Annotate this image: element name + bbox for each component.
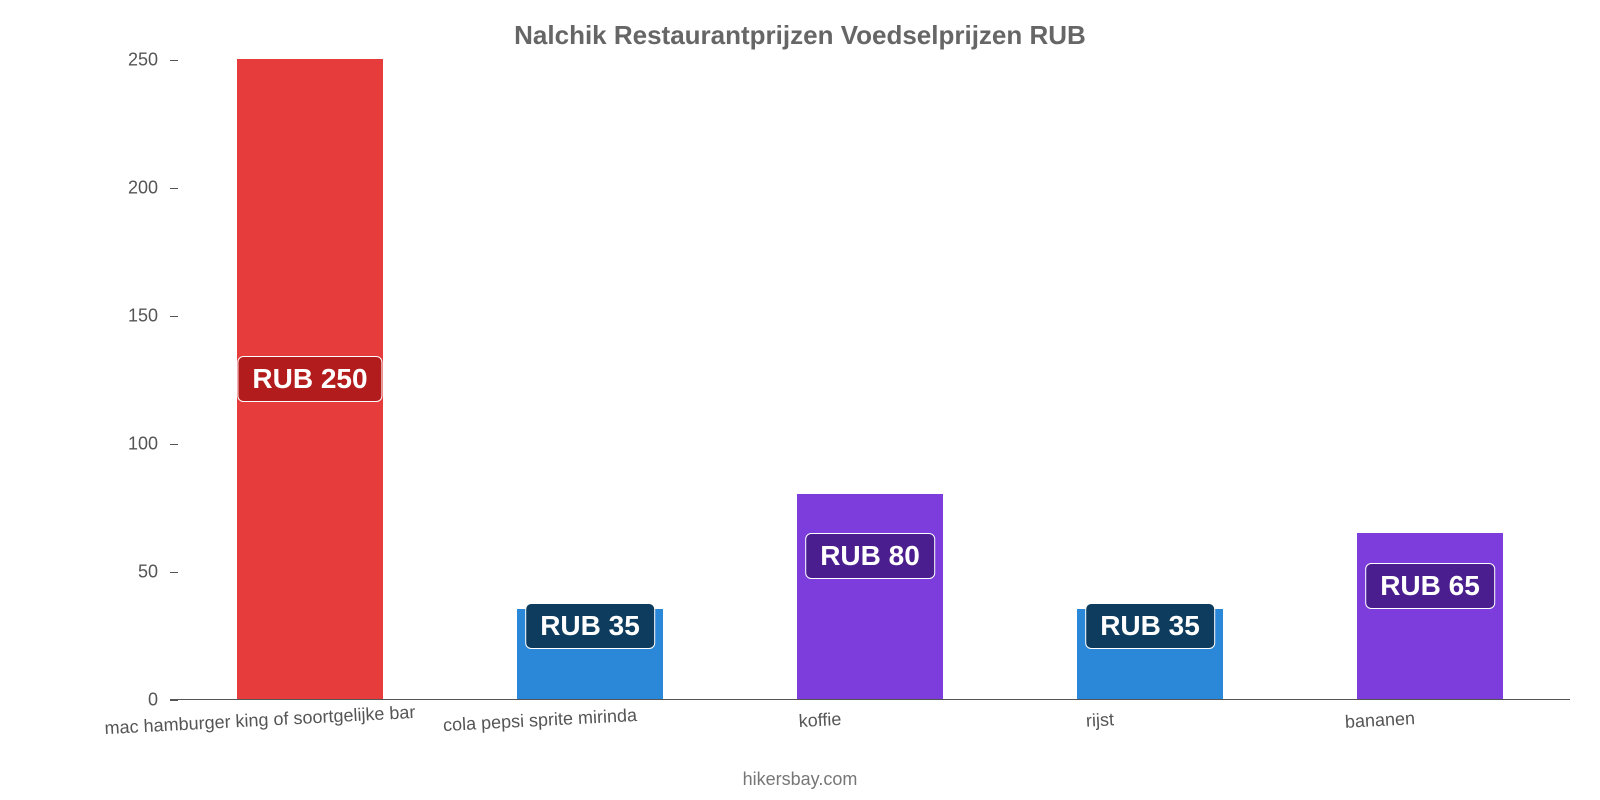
- x-tick-label: rijst: [1085, 709, 1114, 731]
- y-tick-line: [170, 700, 178, 701]
- y-tick-label: 250: [128, 50, 158, 71]
- value-badge: RUB 250: [237, 356, 382, 402]
- attribution-text: hikersbay.com: [0, 769, 1600, 790]
- y-tick-label: 200: [128, 178, 158, 199]
- chart-title: Nalchik Restaurantprijzen Voedselprijzen…: [0, 20, 1600, 51]
- value-badge: RUB 65: [1365, 563, 1495, 609]
- x-tick-label: bananen: [1344, 708, 1415, 733]
- bar: RUB 250: [237, 59, 383, 699]
- bar: RUB 65: [1357, 533, 1503, 699]
- y-tick-label: 50: [138, 562, 158, 583]
- y-tick-label: 150: [128, 306, 158, 327]
- bar: RUB 35: [517, 609, 663, 699]
- x-tick-label: koffie: [798, 709, 842, 732]
- value-badge: RUB 35: [1085, 603, 1215, 649]
- y-tick-label: 0: [148, 690, 158, 711]
- bar: RUB 35: [1077, 609, 1223, 699]
- x-tick-label: cola pepsi sprite mirinda: [442, 705, 637, 736]
- value-badge: RUB 80: [805, 533, 935, 579]
- value-badge: RUB 35: [525, 603, 655, 649]
- plot-area: RUB 250 RUB 35 RUB 80 RUB 35 RUB 65: [170, 60, 1570, 700]
- bar: RUB 80: [797, 494, 943, 699]
- y-tick-label: 100: [128, 434, 158, 455]
